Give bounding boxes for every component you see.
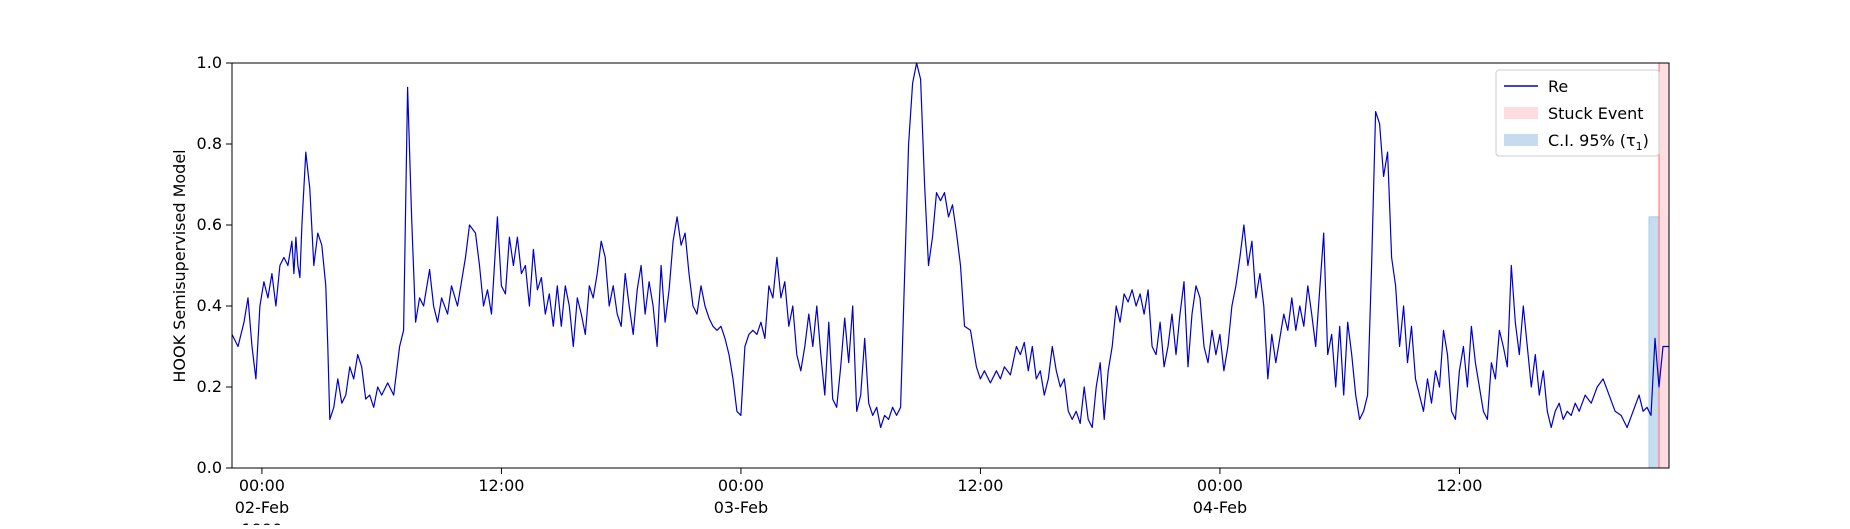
x-axis: 00:00 02-Feb 1990 12:00 00:00 03-Feb 12:00 00:0… <box>235 468 1482 529</box>
y-tick-label: 0.0 <box>197 458 222 477</box>
x-tick-year: 1990 <box>242 520 283 525</box>
legend-entry-text: C.I. 95% (τ <box>1548 131 1636 150</box>
legend-entry-subscript: 1 <box>1636 140 1643 153</box>
legend-entry-text: Re <box>1548 77 1568 96</box>
y-tick-label: 0.6 <box>197 215 222 234</box>
y-tick-label: 0.4 <box>197 296 222 315</box>
legend: Re Stuck Event C.I. 95% (τ1) <box>1495 69 1660 157</box>
legend-entry-text: Stuck Event <box>1548 104 1644 123</box>
x-tick-label: 00:00 <box>718 476 764 495</box>
legend-entry-label: Re <box>1548 77 1568 96</box>
x-tick-label: 12:00 <box>1436 476 1482 495</box>
y-tick-label: 0.8 <box>197 134 222 153</box>
plot-frame <box>231 62 1670 469</box>
legend-entry-suffix: ) <box>1643 131 1649 150</box>
x-tick-label: 00:00 <box>239 476 285 495</box>
y-tick-label: 1.0 <box>197 53 222 72</box>
x-tick-date: 03-Feb <box>714 498 768 517</box>
y-tick-label: 0.2 <box>197 377 222 396</box>
x-tick-label: 00:00 <box>1197 476 1243 495</box>
stuck-event-band <box>1658 62 1670 469</box>
x-tick-label: 12:00 <box>478 476 524 495</box>
legend-entry-label: Stuck Event <box>1548 104 1644 123</box>
x-tick-date: 04-Feb <box>1193 498 1247 517</box>
legend-swatch-stuck <box>1504 107 1538 119</box>
x-tick-label: 12:00 <box>957 476 1003 495</box>
series-layer <box>231 62 1669 429</box>
y-axis-label: HOOK Semisupervised Model <box>170 149 189 382</box>
legend-swatch-ci <box>1504 134 1538 146</box>
y-axis: 0.0 0.2 0.4 0.6 0.8 1.0 <box>197 53 232 477</box>
x-tick-date: 02-Feb <box>235 498 289 517</box>
legend-entry-label: C.I. 95% (τ1) <box>1548 131 1649 153</box>
series-line-re <box>231 62 1669 429</box>
